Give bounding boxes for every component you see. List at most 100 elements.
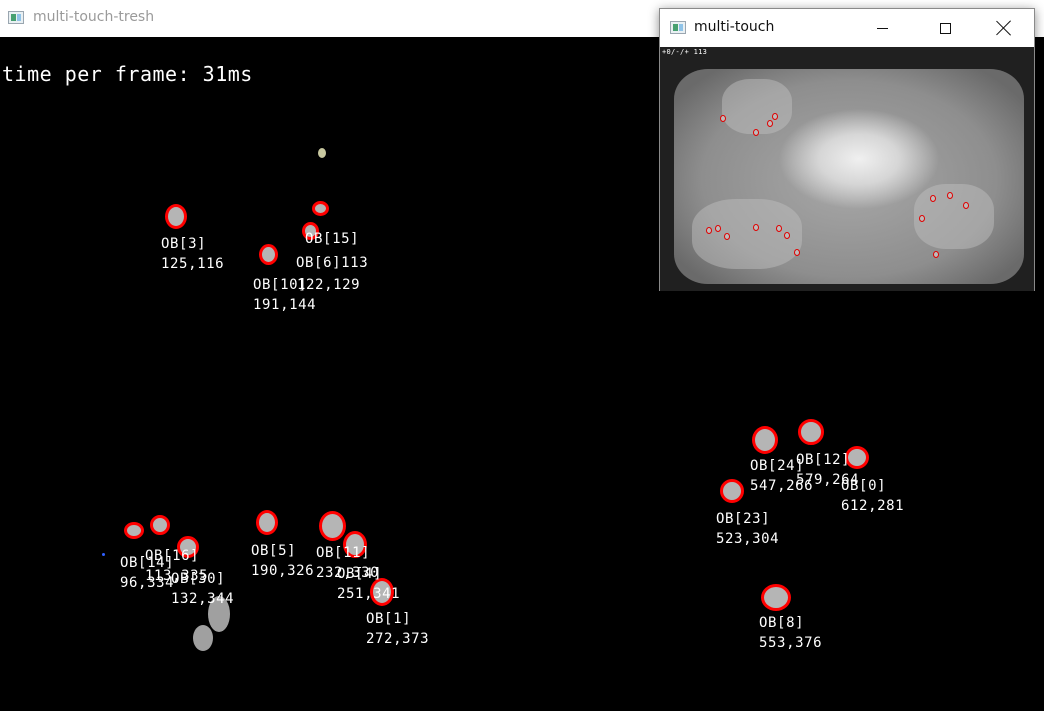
- touch-blob: [177, 536, 199, 558]
- touch-blob: [312, 201, 329, 216]
- blob-coords: 523,304: [716, 531, 780, 547]
- blob-label: 122,129: [297, 275, 360, 295]
- blob-coords: 232,330: [316, 565, 380, 581]
- touch-blob: [761, 584, 791, 611]
- blob-label: OB[24] 547,266: [750, 456, 813, 496]
- blob-id: OB[1]: [366, 611, 412, 627]
- blob-id: OB[8]: [759, 615, 805, 631]
- hand-shadow: [722, 79, 792, 134]
- blob-coords: 122,129: [297, 277, 361, 293]
- blob-id: OB[11]: [316, 545, 371, 561]
- noise-blob: [318, 148, 326, 158]
- blob-id: OB[23]: [716, 511, 771, 527]
- touch-blob: [259, 244, 278, 265]
- blob-id: OB[30]: [171, 571, 226, 587]
- touch-marker: [720, 115, 726, 122]
- blob-coords: 272,373: [366, 631, 430, 647]
- camera-window-titlebar[interactable]: multi-touch: [660, 9, 1034, 47]
- blob-id: OB[14]: [120, 555, 175, 571]
- blob-id: OB[5]: [251, 543, 297, 559]
- blob-coords: 553,376: [759, 635, 823, 651]
- touch-marker: [933, 251, 939, 258]
- blob-label: OB[15]: [305, 229, 359, 249]
- touch-blob: [845, 446, 869, 469]
- touch-blob: [720, 479, 744, 503]
- blob-id: OB[3]: [161, 236, 207, 252]
- blob-label: OB[8] 553,376: [759, 613, 822, 653]
- touch-marker: [930, 195, 936, 202]
- touch-marker: [753, 129, 759, 136]
- touch-blob: [343, 531, 367, 558]
- blob-label: OB[4] 251,341: [337, 564, 400, 604]
- blob-coords: OB[6]113: [296, 255, 369, 271]
- touch-marker: [753, 224, 759, 231]
- app-icon: [670, 21, 686, 34]
- noise-blob: [208, 596, 230, 632]
- touch-marker: [947, 192, 953, 199]
- touch-blob: [256, 510, 278, 535]
- touch-marker: [724, 233, 730, 240]
- touch-blob: [150, 515, 170, 535]
- main-window-title: multi-touch-tresh: [33, 9, 155, 25]
- blob-label: OB[6]113: [296, 253, 368, 273]
- noise-blob: [193, 625, 213, 651]
- maximize-button[interactable]: [922, 9, 968, 47]
- blob-id: OB[16]: [145, 548, 200, 564]
- camera-screen-surface: [674, 69, 1024, 284]
- close-button[interactable]: [980, 9, 1026, 47]
- app-icon: [8, 11, 24, 24]
- touch-blob: [165, 204, 187, 229]
- blob-label: OB[16] 113,335: [145, 546, 208, 586]
- touch-marker: [767, 120, 773, 127]
- maximize-icon: [940, 23, 951, 34]
- blob-coords: 191,144: [253, 297, 317, 313]
- touch-marker: [706, 227, 712, 234]
- blob-id: OB[10]: [253, 277, 308, 293]
- close-icon: [994, 18, 1014, 38]
- camera-window[interactable]: multi-touch +0/-/+ 113: [659, 8, 1035, 291]
- threshold-canvas: time per frame: 31ms OB[3] 125,116 OB[15]…: [0, 37, 1044, 711]
- blob-label: OB[12] 579,264: [796, 450, 859, 490]
- blob-id: OB[24]: [750, 458, 805, 474]
- hand-shadow: [692, 199, 802, 269]
- noise-blob: [102, 553, 105, 556]
- touch-blob: [370, 578, 394, 606]
- blob-label: OB[11] 232,330: [316, 543, 379, 583]
- blob-label: OB[5] 190,326: [251, 541, 314, 581]
- camera-window-title: multi-touch: [694, 19, 775, 35]
- blob-id: OB[7]: [297, 255, 342, 275]
- blob-label: OB[3] 125,116: [161, 234, 224, 274]
- touch-marker: [963, 202, 969, 209]
- blob-coords: 190,326: [251, 563, 315, 579]
- blob-label: OB[10] 191,144: [253, 275, 316, 315]
- blob-label: OB[1] 272,373: [366, 609, 429, 649]
- camera-feed: +0/-/+ 113: [660, 47, 1034, 291]
- minimize-icon: [877, 28, 888, 29]
- hand-shadow: [914, 184, 994, 249]
- blob-id: OB[12]: [796, 452, 851, 468]
- blob-coords: 579,264: [796, 472, 860, 488]
- blob-coords: 96,334: [120, 575, 175, 591]
- touch-blob: [319, 511, 346, 541]
- touch-blob: [302, 222, 319, 240]
- touch-marker: [919, 215, 925, 222]
- touch-blob: [798, 419, 824, 445]
- blob-coords: 547,266: [750, 478, 814, 494]
- blob-id: OB[0]: [841, 478, 887, 494]
- touch-marker: [715, 225, 721, 232]
- touch-marker: [772, 113, 778, 120]
- touch-marker: [794, 249, 800, 256]
- blob-coords: 113,335: [145, 568, 209, 584]
- blob-coords: 125,116: [161, 256, 225, 272]
- touch-blob: [752, 426, 778, 454]
- blob-label: OB[23] 523,304: [716, 509, 779, 549]
- touch-blob: [124, 522, 144, 539]
- touch-marker: [776, 225, 782, 232]
- blob-label: OB[0] 612,281: [841, 476, 904, 516]
- touch-marker: [784, 232, 790, 239]
- blob-id: OB[15]: [305, 231, 360, 247]
- blob-label: OB[30] 132,344: [171, 569, 234, 609]
- blob-coords: 132,344: [171, 591, 235, 607]
- minimize-button[interactable]: [860, 9, 906, 47]
- blob-label: OB[14] 96,334: [120, 553, 174, 593]
